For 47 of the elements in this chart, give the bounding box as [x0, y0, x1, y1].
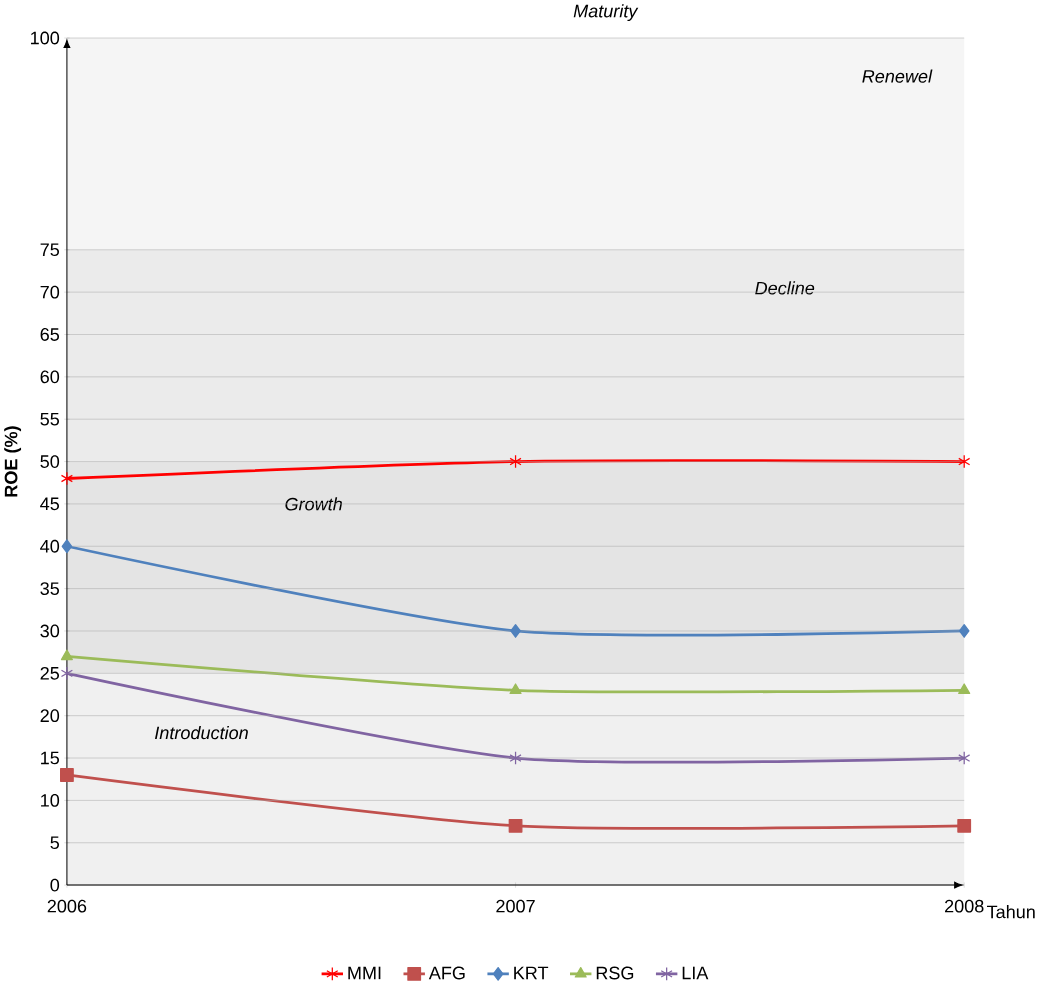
- y-tick-label: 0: [50, 878, 60, 892]
- text: Maturity: [573, 4, 639, 21]
- y-tick-label: 35: [40, 582, 60, 595]
- point: [509, 454, 522, 469]
- x-axis-title: Tahun: [987, 904, 1035, 919]
- point: [509, 751, 522, 765]
- y-tick-label: 100: [31, 31, 60, 45]
- band-label: Renewel: [862, 69, 933, 83]
- y-tick-label: 10: [41, 793, 60, 807]
- band-label: Growth: [285, 497, 342, 511]
- y-tick-label: 30: [40, 624, 60, 638]
- point: [957, 818, 972, 833]
- point: [958, 751, 971, 765]
- band-label: Introduction: [155, 725, 248, 740]
- point: [510, 624, 521, 638]
- point: [60, 649, 73, 661]
- y-tick-label: 75: [40, 243, 60, 257]
- legend-label: MMI: [348, 966, 381, 980]
- point: [508, 818, 523, 833]
- band-label: Decline: [755, 281, 815, 295]
- point: [509, 683, 522, 694]
- y-tick-label: 55: [40, 412, 60, 426]
- x-tick-label: 2007: [496, 899, 535, 913]
- y-tick-label: 25: [40, 666, 60, 680]
- legend-label: AFG: [428, 966, 465, 980]
- point: [60, 666, 73, 681]
- point: [958, 624, 970, 638]
- x-tick-label: 2006: [47, 899, 87, 913]
- y-tick-label: 70: [40, 285, 60, 299]
- y-tick-label: 65: [40, 328, 60, 341]
- y-tick-label: 15: [41, 751, 60, 765]
- y-tick-label: 40: [40, 539, 60, 553]
- y-tick-label: 45: [40, 497, 60, 511]
- legend-label: LIA: [682, 966, 709, 980]
- legend-label: RSG: [596, 966, 634, 980]
- y-tick-label: 60: [40, 370, 60, 384]
- y-tick-label: 50: [40, 455, 60, 468]
- point: [958, 454, 971, 469]
- x-tick-label: 2008: [945, 899, 984, 913]
- legend-label: KRT: [514, 966, 549, 980]
- point: [60, 471, 73, 486]
- point: [60, 768, 74, 782]
- y-tick-label: 20: [40, 709, 60, 723]
- point: [958, 683, 971, 694]
- y-axis-title: ROE (%): [4, 426, 22, 497]
- point: [61, 539, 73, 554]
- y-tick-label: 5: [50, 836, 60, 849]
